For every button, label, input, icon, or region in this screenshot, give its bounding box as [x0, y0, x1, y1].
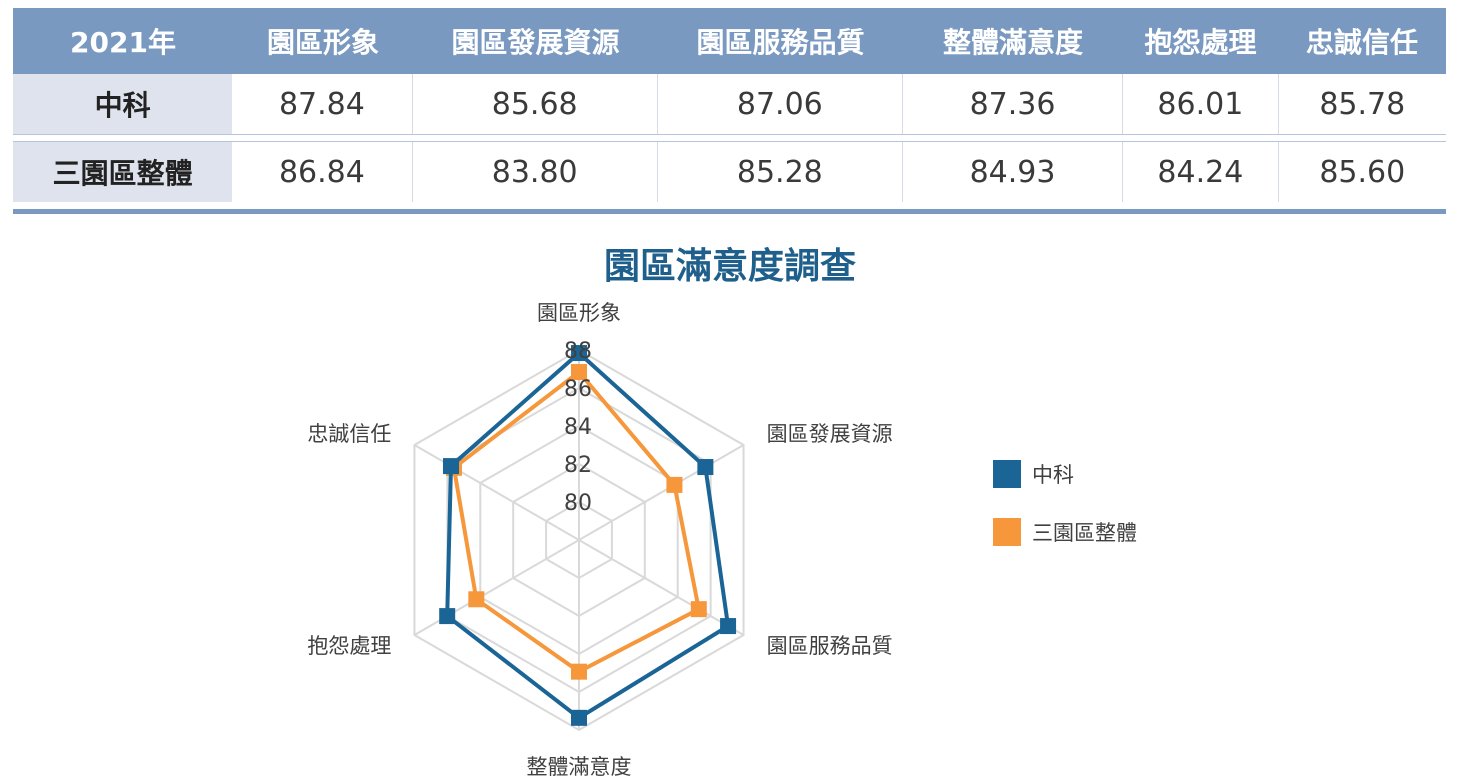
grid-spoke	[413, 444, 580, 541]
table-cell: 85.78	[1277, 74, 1446, 134]
table-cell: 83.80	[411, 142, 657, 202]
table-cell: 86.84	[278, 154, 365, 190]
axis-label: 整體滿意度	[527, 755, 632, 779]
table-cell: 87.84	[278, 86, 365, 122]
table-cell: 84.24	[1122, 142, 1277, 202]
axis-label: 抱怨處理	[307, 634, 391, 658]
header-park-image: 園區形象	[266, 26, 379, 59]
axis-label: 園區服務品質	[767, 634, 893, 658]
table-cell: 85.68	[411, 74, 657, 134]
data-point	[468, 591, 485, 608]
axis-label: 園區發展資源	[767, 422, 893, 446]
tick-label: 86	[564, 377, 592, 402]
header-year: 2021年	[70, 26, 176, 59]
radar-series	[439, 345, 737, 726]
table-bottom-rule	[13, 209, 1446, 214]
table-cell: 87.06	[656, 74, 902, 134]
legend-swatch	[993, 460, 1021, 488]
table-cell: 87.36	[901, 74, 1122, 134]
data-point	[571, 345, 587, 362]
table-cell: 85.28	[656, 142, 902, 202]
row-divider	[13, 134, 1446, 142]
table-cell: 85.60	[1277, 142, 1446, 202]
grid-spoke	[413, 539, 580, 636]
tick-label: 80	[564, 491, 592, 516]
grid-spoke	[578, 539, 745, 636]
table-header-row: 2021年 園區形象 園區發展資源 園區服務品質 整體滿意度 抱怨處理 忠誠信任	[13, 8, 1446, 74]
table-cell: 86.01	[1122, 74, 1277, 134]
data-point	[666, 476, 683, 493]
data-point	[442, 458, 459, 475]
header-overall-satisfaction: 整體滿意度	[942, 26, 1083, 59]
data-point	[571, 663, 587, 680]
row-label: 三園區整體	[13, 142, 233, 202]
data-point	[439, 608, 456, 625]
header-complaint-handling: 抱怨處理	[1144, 26, 1257, 59]
header-development-resources: 園區發展資源	[451, 26, 620, 59]
tick-label: 82	[564, 453, 592, 478]
table-row: 三園區整體 86.84 83.80 85.28 84.93 84.24 85.6…	[13, 142, 1446, 202]
tick-label: 84	[564, 415, 592, 440]
header-service-quality: 園區服務品質	[696, 26, 865, 59]
header-loyalty-trust: 忠誠信任	[1305, 26, 1418, 59]
grid-spoke	[578, 444, 745, 541]
table-cell: 84.93	[901, 142, 1122, 202]
tick-label: 88	[564, 339, 592, 364]
data-point	[697, 459, 714, 476]
radial-ticks: 80 82 84 86 88	[564, 339, 592, 516]
legend-label: 三園區整體	[1032, 521, 1137, 545]
data-table: 2021年 園區形象 園區發展資源 園區服務品質 整體滿意度 抱怨處理 忠誠信任…	[13, 8, 1446, 214]
data-point	[571, 709, 587, 726]
axis-label: 忠誠信任	[307, 422, 391, 446]
data-point	[571, 364, 587, 381]
axis-label: 園區形象	[537, 301, 621, 325]
legend-label: 中科	[1032, 463, 1074, 487]
chart-title: 園區滿意度調查	[604, 246, 856, 287]
table-row: 中科 87.84 85.68 87.06 87.36 86.01 85.78	[13, 74, 1446, 134]
data-point	[690, 601, 707, 618]
legend-swatch	[993, 518, 1021, 546]
data-point	[720, 618, 737, 635]
radar-grid	[413, 348, 745, 732]
row-label: 中科	[13, 74, 233, 134]
